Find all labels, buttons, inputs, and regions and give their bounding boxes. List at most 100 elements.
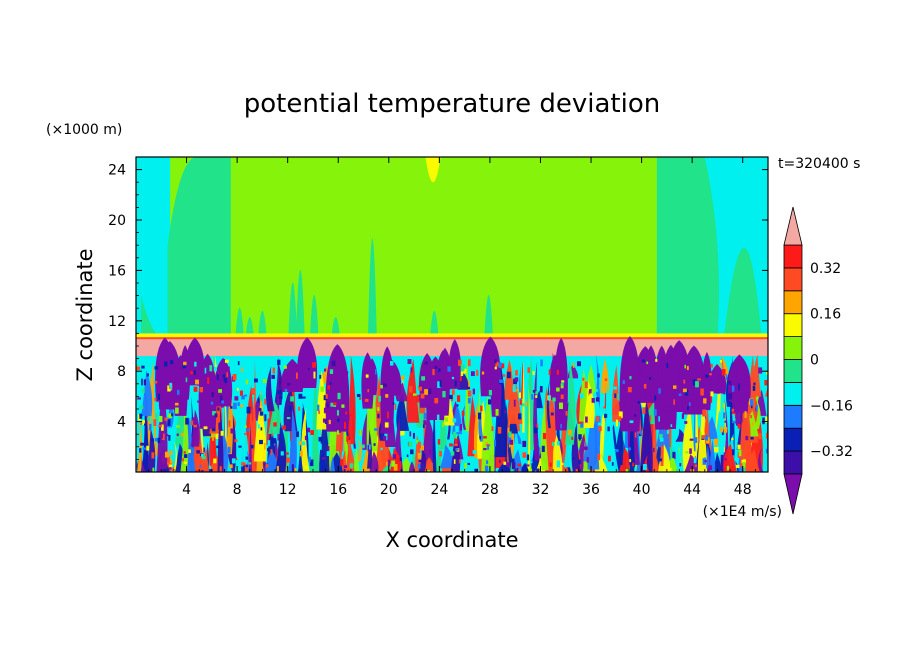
texture-dot — [285, 452, 289, 455]
turbulence-streak — [706, 444, 710, 469]
plume — [235, 307, 245, 339]
turbulence-streak — [369, 451, 379, 472]
colorbar-tick-label: 0.16 — [810, 307, 841, 323]
texture-dot — [226, 436, 230, 444]
turbulence-streak — [423, 457, 436, 472]
texture-dot — [617, 393, 619, 401]
texture-dot — [618, 452, 621, 458]
texture-dot — [731, 408, 734, 412]
texture-dot — [337, 392, 341, 400]
texture-dot — [345, 411, 348, 415]
texture-dot — [578, 375, 580, 381]
texture-dot — [702, 400, 705, 408]
texture-dot — [731, 385, 735, 392]
texture-dot — [171, 413, 174, 417]
chart-title: potential temperature deviation — [244, 89, 660, 119]
texture-dot — [184, 461, 188, 465]
texture-dot — [503, 461, 507, 465]
texture-dot — [507, 371, 511, 379]
texture-dot — [607, 426, 610, 432]
texture-dot — [140, 422, 142, 425]
texture-dot — [693, 457, 697, 464]
turbulence-streak — [465, 354, 470, 432]
texture-dot — [516, 467, 519, 472]
texture-dot — [714, 438, 719, 446]
texture-dot — [322, 418, 326, 423]
texture-dot — [731, 466, 735, 472]
texture-dot — [194, 361, 197, 367]
texture-dot — [318, 436, 323, 442]
colorbar: 0.32 0.16 0 −0.16 −0.32 — [783, 206, 853, 515]
texture-dot — [552, 397, 556, 402]
texture-dot — [595, 397, 600, 402]
texture-dot — [418, 386, 422, 391]
plume — [331, 317, 341, 339]
texture-dot — [483, 447, 487, 451]
texture-dot — [424, 389, 429, 395]
texture-dot — [385, 394, 389, 398]
texture-dot — [290, 396, 294, 402]
texture-dot — [481, 371, 485, 375]
turbulence-streak — [452, 403, 462, 435]
texture-dot — [406, 454, 409, 457]
texture-dot — [487, 444, 490, 450]
texture-dot — [488, 389, 492, 396]
texture-dot — [653, 409, 657, 416]
texture-dot — [474, 457, 478, 462]
texture-dot — [154, 437, 159, 442]
texture-dot — [437, 414, 440, 422]
texture-dot — [578, 438, 581, 441]
texture-dot — [708, 465, 712, 471]
texture-dot — [451, 389, 455, 395]
texture-dot — [422, 424, 425, 429]
texture-dot — [514, 377, 519, 382]
texture-dot — [423, 420, 427, 425]
colorbar-tick-label: −0.32 — [810, 444, 853, 460]
texture-dot — [272, 438, 277, 444]
turbulence-streak — [754, 399, 761, 430]
texture-dot — [283, 365, 287, 369]
texture-dot — [301, 441, 306, 446]
turbulence-streak — [217, 407, 224, 472]
colorbar-segment — [783, 290, 803, 315]
turbulence-streak — [706, 416, 718, 440]
texture-dot — [220, 380, 225, 388]
texture-dot — [277, 359, 281, 365]
texture-dot — [338, 428, 341, 433]
texture-dot — [556, 387, 560, 392]
texture-dot — [682, 388, 687, 393]
texture-dot — [556, 369, 559, 375]
texture-dot — [185, 417, 189, 425]
texture-dot — [742, 459, 746, 464]
texture-dot — [542, 432, 547, 440]
texture-dot — [582, 377, 585, 381]
turbulence-streak — [432, 405, 437, 472]
texture-dot — [280, 425, 284, 428]
texture-dot — [213, 458, 217, 464]
texture-dot — [614, 393, 617, 398]
texture-dot — [301, 396, 306, 399]
x-axis-label: X coordinate — [385, 528, 518, 552]
turbulence-streak — [330, 456, 336, 472]
texture-dot — [151, 452, 155, 459]
texture-dot — [640, 430, 643, 436]
texture-dot — [282, 425, 286, 430]
texture-dot — [142, 447, 146, 450]
texture-dot — [365, 374, 369, 378]
texture-dot — [139, 448, 142, 453]
texture-dot — [632, 462, 635, 467]
texture-dot — [495, 361, 499, 367]
texture-dot — [508, 431, 512, 437]
texture-dot — [497, 426, 502, 434]
turbulence-streak — [249, 422, 252, 472]
texture-dot — [553, 386, 558, 390]
texture-dot — [595, 389, 599, 392]
texture-dot — [264, 414, 267, 422]
texture-dot — [434, 365, 438, 369]
texture-dot — [629, 420, 634, 424]
texture-dot — [725, 374, 728, 381]
texture-dot — [467, 359, 471, 367]
texture-dot — [666, 404, 670, 411]
texture-dot — [167, 456, 170, 464]
